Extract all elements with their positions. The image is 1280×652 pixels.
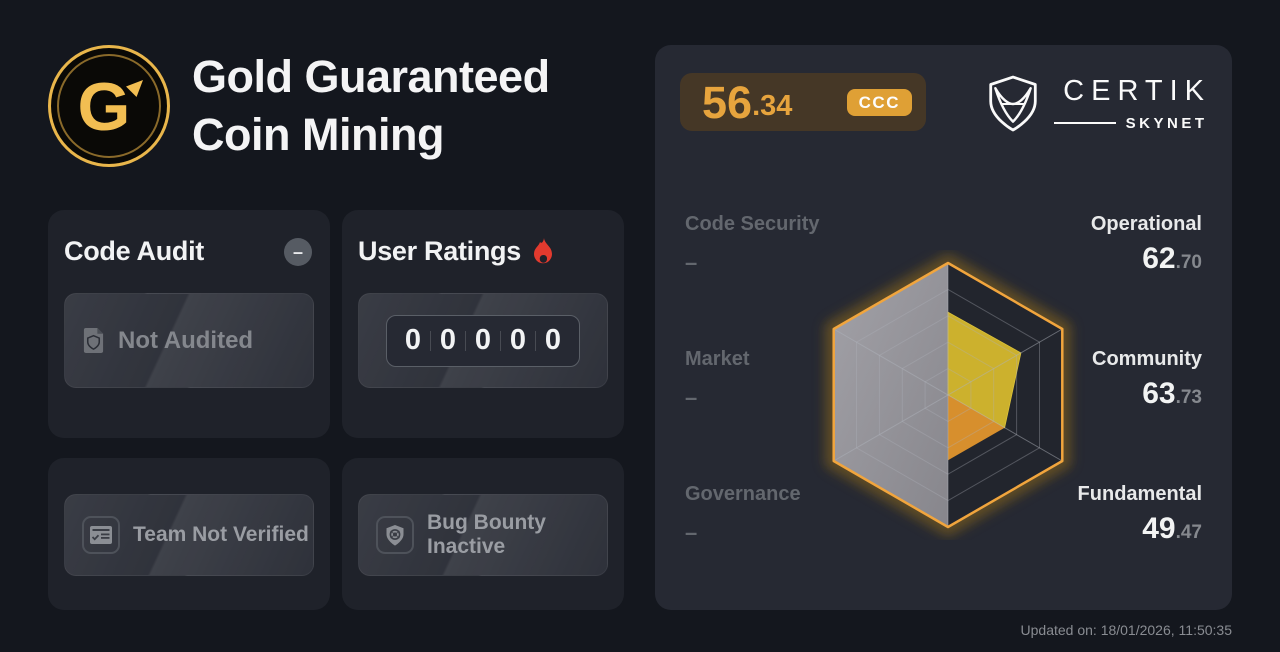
- user-ratings-title: User Ratings: [358, 236, 521, 266]
- axis-value-frac: .47: [1175, 522, 1202, 543]
- updated-timestamp: Updated on: 18/01/2026, 11:50:35: [1020, 622, 1232, 638]
- radar-chart: [821, 251, 1075, 539]
- axis-operational: Operational 62.70: [1090, 213, 1202, 275]
- code-audit-status: Not Audited: [118, 326, 254, 354]
- flame-icon: [531, 237, 555, 266]
- minus-badge-icon: –: [284, 237, 312, 266]
- title-line-1: Gold Guaranteed: [192, 51, 550, 102]
- axis-value-frac: .70: [1175, 252, 1202, 273]
- title-line-2: Coin Mining: [192, 109, 444, 160]
- team-verification-card[interactable]: Team Not Verified: [48, 458, 330, 610]
- axis-governance: Governance –: [685, 483, 801, 545]
- bug-bounty-status: Bug Bounty Inactive: [427, 511, 546, 558]
- counter-digit: 0: [544, 324, 562, 356]
- brand-name: CERTIK: [1063, 74, 1211, 107]
- counter-digit: 0: [509, 324, 527, 356]
- counter-digit: 0: [474, 324, 492, 356]
- brand-subname: SKYNET: [1125, 114, 1208, 132]
- team-status-box: Team Not Verified: [64, 494, 314, 576]
- skynet-score-card: 56 .34 CCC CERTIK SKYNET Code Security –…: [655, 45, 1232, 610]
- bug-bounty-card[interactable]: Bug Bounty Inactive: [342, 458, 624, 610]
- code-audit-title: Code Audit: [64, 236, 204, 266]
- no-data-dash: –: [685, 385, 698, 410]
- counter-digit: 0: [439, 324, 457, 356]
- score-integer: 56: [702, 76, 753, 128]
- user-ratings-box: 0 0 0 0 0: [358, 293, 608, 388]
- no-data-dash: –: [685, 250, 698, 275]
- security-score-badge: 56 .34 CCC: [680, 73, 926, 131]
- axis-market: Market –: [685, 348, 750, 410]
- user-ratings-card[interactable]: User Ratings 0 0 0 0 0: [342, 210, 624, 438]
- axis-value-int: 63: [1142, 377, 1176, 410]
- axis-value-int: 49: [1142, 512, 1176, 545]
- code-audit-card[interactable]: Code Audit – Not Audited: [48, 210, 330, 438]
- counter-separator: [430, 330, 431, 351]
- logo-letter: G: [77, 69, 131, 145]
- page-title: Gold Guaranteed Coin Mining: [192, 48, 550, 164]
- project-logo: G: [48, 45, 170, 167]
- id-card-icon: [82, 516, 120, 554]
- axis-code-security: Code Security –: [685, 213, 820, 275]
- axis-value-frac: .73: [1175, 387, 1202, 408]
- audit-file-icon: [83, 328, 104, 353]
- ratings-counter: 0 0 0 0 0: [386, 314, 580, 367]
- team-status: Team Not Verified: [133, 523, 309, 546]
- brand-divider: [1053, 122, 1116, 124]
- certik-skynet-logo: CERTIK SKYNET: [987, 75, 1204, 133]
- code-audit-status-box: Not Audited: [64, 293, 314, 388]
- no-data-dash: –: [685, 520, 698, 545]
- score-fraction: .34: [752, 89, 793, 122]
- axis-fundamental: Fundamental 49.47: [1077, 483, 1202, 545]
- score-grade-badge: CCC: [846, 88, 912, 116]
- certik-shield-icon: [988, 75, 1037, 132]
- counter-separator: [535, 330, 536, 351]
- bug-shield-icon: [376, 516, 414, 554]
- counter-separator: [500, 330, 501, 351]
- axis-value-int: 62: [1142, 242, 1176, 275]
- counter-separator: [465, 330, 466, 351]
- counter-digit: 0: [404, 324, 422, 356]
- bug-bounty-status-box: Bug Bounty Inactive: [358, 494, 608, 576]
- axis-community: Community 63.73: [1092, 348, 1202, 410]
